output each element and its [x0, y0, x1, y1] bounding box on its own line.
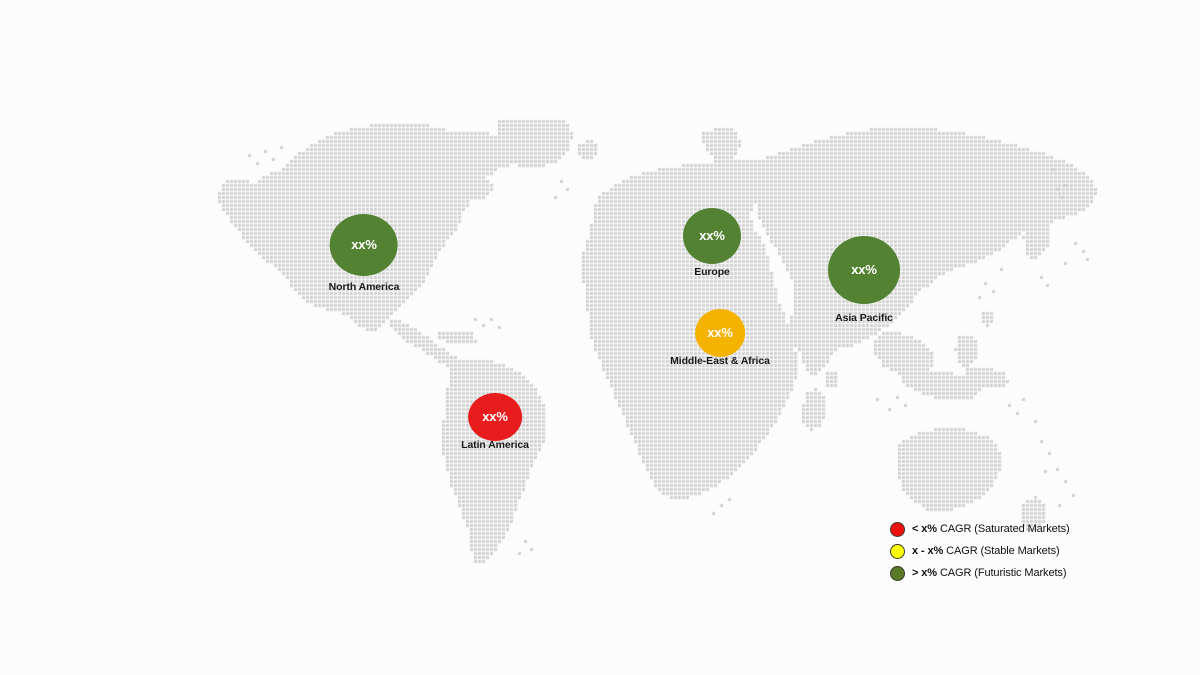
bubble-circle-north-america: xx% [329, 214, 398, 276]
legend-range-stable: x - x% [912, 545, 944, 557]
bubble-value-latin-america: xx% [482, 408, 508, 424]
legend-range-saturated: < x% [912, 523, 937, 535]
region-bubble-north-america[interactable]: xx% North America [328, 214, 400, 293]
legend-description-saturated: CAGR (Saturated Markets) [936, 523, 1070, 535]
cagr-legend: < x% CAGR (Saturated Markets) x - x% CAGR… [890, 518, 1070, 584]
legend-dot-saturated [890, 521, 905, 537]
bubble-label-latin-america: Latin America [461, 439, 529, 451]
bubble-value-europe: xx% [699, 227, 725, 243]
bubble-circle-europe: xx% [683, 208, 741, 264]
legend-range-futuristic: > x% [912, 567, 937, 579]
legend-item-saturated: < x% CAGR (Saturated Markets) [890, 518, 1070, 540]
bubble-circle-middle-east-africa: xx% [695, 309, 745, 357]
region-bubble-asia-pacific[interactable]: xx% Asia Pacific [828, 236, 900, 324]
bubble-circle-latin-america: xx% [468, 393, 522, 441]
legend-dot-futuristic [890, 565, 905, 581]
region-bubble-latin-america[interactable]: xx% Latin America [461, 393, 529, 455]
bubble-circle-asia-pacific: xx% [828, 236, 900, 304]
bubble-label-asia-pacific: Asia Pacific [835, 312, 893, 324]
bubble-label-north-america: North America [328, 281, 400, 293]
legend-description-futuristic: CAGR (Futuristic Markets) [936, 567, 1067, 579]
legend-item-stable: x - x% CAGR (Stable Markets) [890, 540, 1070, 562]
region-bubble-middle-east-africa[interactable]: xx% Middle-East & Africa [670, 309, 770, 371]
bubble-label-middle-east-africa: Middle-East & Africa [670, 355, 770, 367]
legend-dot-stable [890, 543, 905, 559]
legend-label-futuristic: > x% CAGR (Futuristic Markets) [912, 567, 1067, 579]
bubble-label-europe: Europe [694, 266, 730, 278]
legend-item-futuristic: > x% CAGR (Futuristic Markets) [890, 562, 1070, 584]
region-bubble-europe[interactable]: xx% Europe [683, 208, 741, 278]
bubble-value-asia-pacific: xx% [851, 261, 877, 277]
legend-description-stable: CAGR (Stable Markets) [943, 545, 1060, 557]
legend-label-saturated: < x% CAGR (Saturated Markets) [912, 523, 1070, 535]
legend-label-stable: x - x% CAGR (Stable Markets) [912, 545, 1060, 557]
bubble-value-middle-east-africa: xx% [707, 324, 733, 340]
bubble-value-north-america: xx% [351, 236, 377, 252]
